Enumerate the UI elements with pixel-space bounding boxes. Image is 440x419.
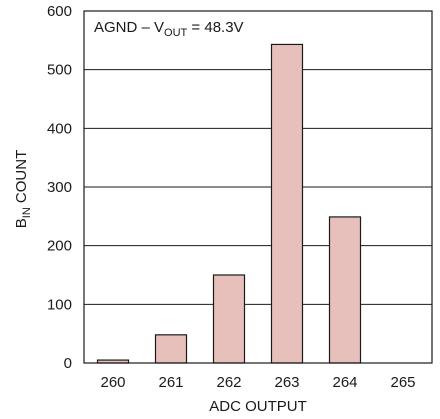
plot-frame bbox=[83, 10, 433, 364]
x-tick-label-264: 264 bbox=[332, 374, 357, 391]
x-tick-labels: 260 261 262 263 264 265 bbox=[100, 374, 415, 391]
gridlines bbox=[84, 69, 432, 305]
bar-262 bbox=[212, 274, 246, 364]
y-tick-label-600: 600 bbox=[47, 3, 72, 20]
y-tick-labels: 0 100 200 300 400 500 600 bbox=[47, 3, 72, 372]
x-tick-label-263: 263 bbox=[274, 374, 299, 391]
x-tick-label-265: 265 bbox=[390, 374, 415, 391]
y-tick-label-200: 200 bbox=[47, 238, 72, 255]
y-tick-label-500: 500 bbox=[47, 62, 72, 79]
annotation-label: AGND – VOUT = 48.3V bbox=[94, 19, 244, 39]
y-axis-title-main: B bbox=[13, 218, 30, 228]
bars bbox=[96, 43, 362, 364]
x-tick-label-262: 262 bbox=[216, 374, 241, 391]
annotation-background bbox=[85, 12, 254, 41]
x-tick-label-260: 260 bbox=[100, 374, 125, 391]
x-axis-title: ADC OUTPUT bbox=[209, 398, 307, 415]
y-tick-label-300: 300 bbox=[47, 179, 72, 196]
y-axis-title-subscript: IN bbox=[21, 207, 33, 218]
bar-263 bbox=[270, 43, 304, 364]
bar-264 bbox=[328, 216, 362, 364]
y-tick-label-100: 100 bbox=[47, 296, 72, 313]
y-axis-title-rest: COUNT bbox=[13, 150, 30, 208]
annotation-post: = 48.3V bbox=[187, 19, 243, 36]
bar-261 bbox=[154, 334, 188, 364]
annotation-subscript: OUT bbox=[164, 27, 188, 39]
y-tick-label-400: 400 bbox=[47, 120, 72, 137]
x-tick-label-261: 261 bbox=[158, 374, 183, 391]
y-tick-label-0: 0 bbox=[64, 355, 72, 372]
annotation-pre: AGND – V bbox=[94, 19, 164, 36]
y-axis-title: BIN COUNT bbox=[13, 150, 33, 229]
